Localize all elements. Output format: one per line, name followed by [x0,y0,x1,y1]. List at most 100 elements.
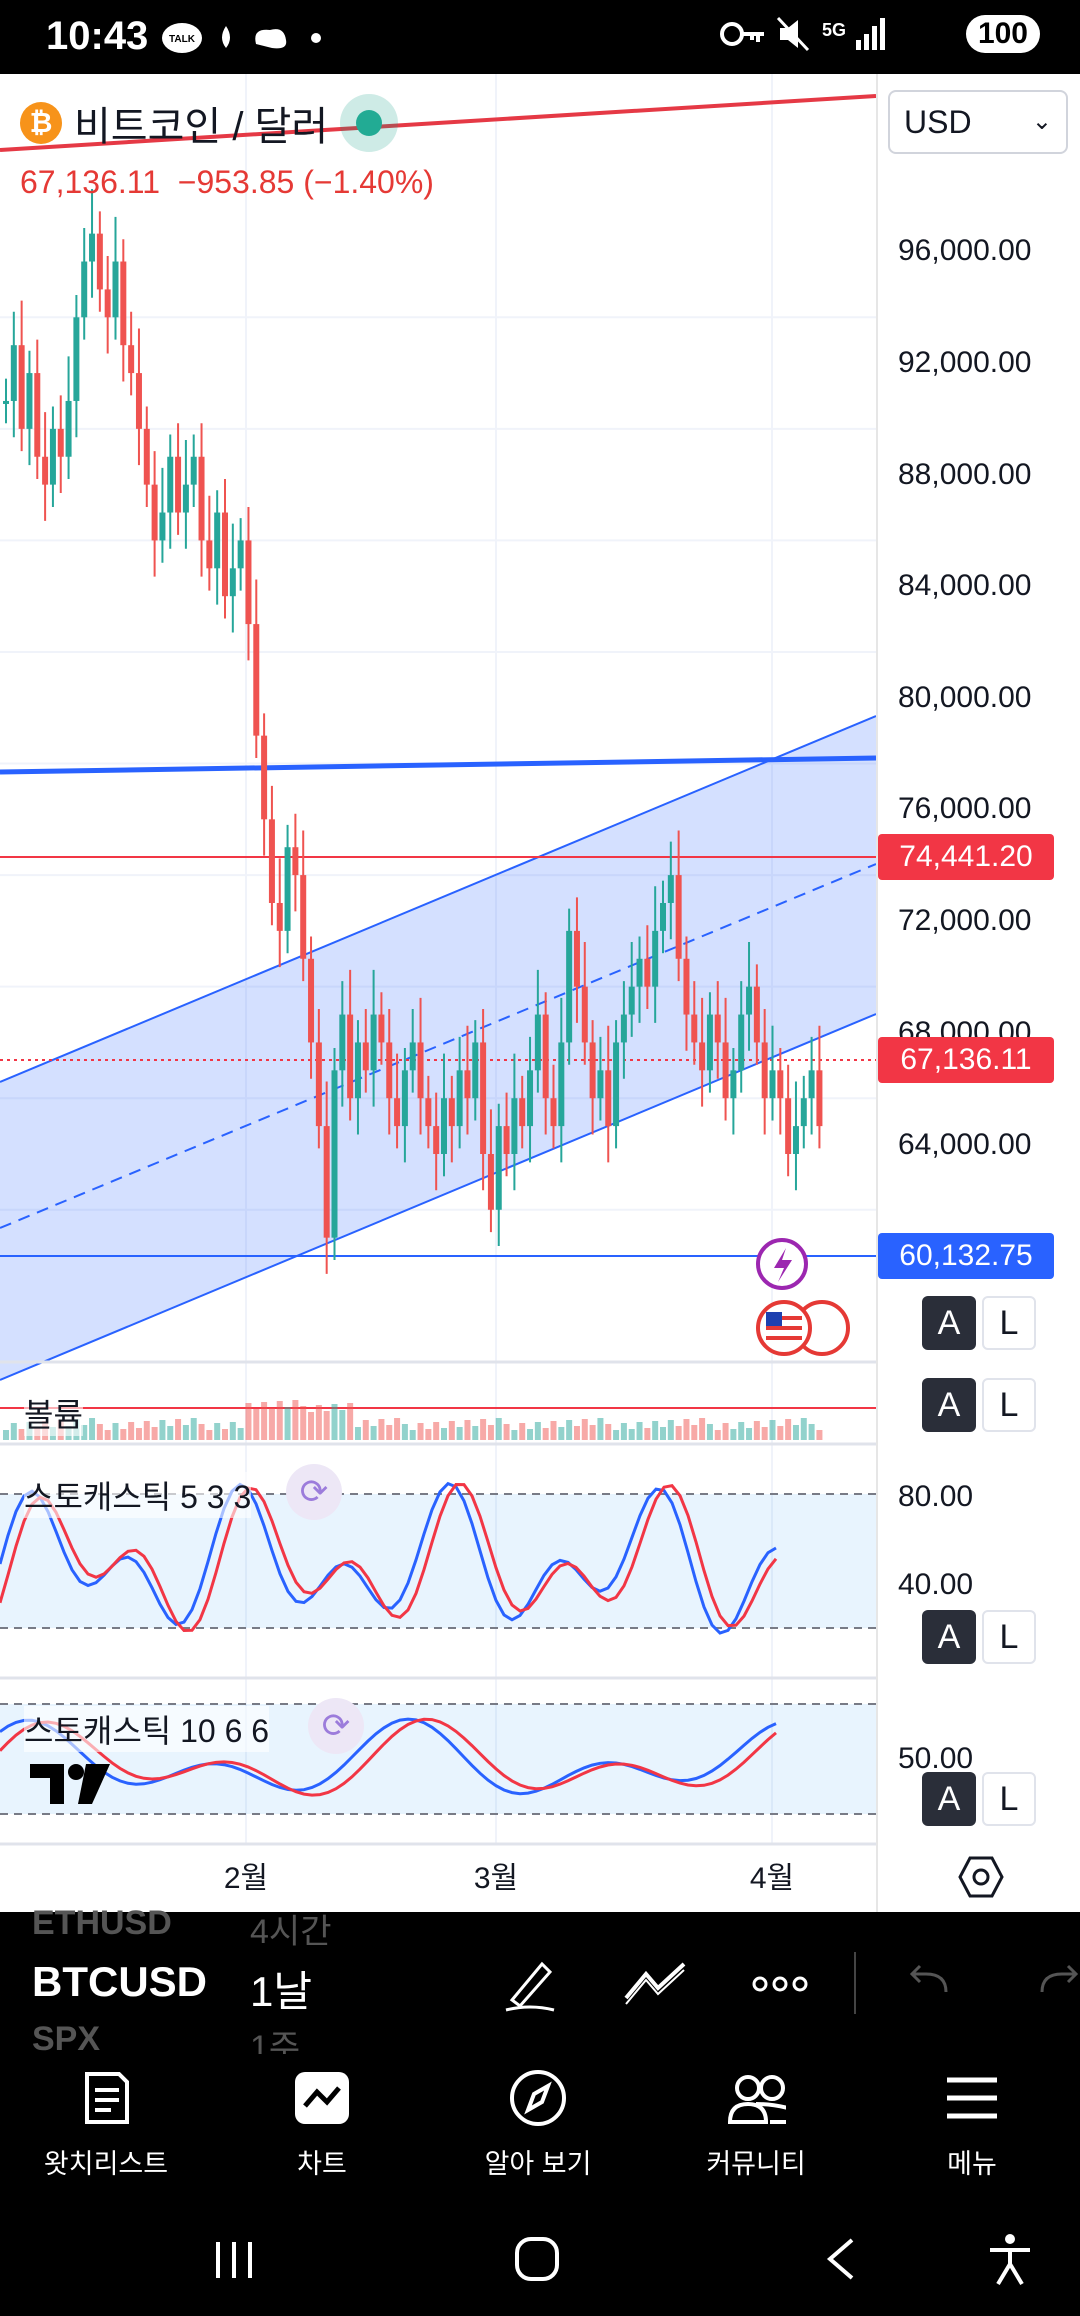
undo-icon[interactable] [906,1962,952,2002]
stoch1-label: 스토캐스틱 5 3 3 [24,1472,252,1518]
candle-body [792,1126,799,1154]
volume-bar [753,1421,760,1440]
volume-bar [581,1419,588,1440]
price-label: 88,000.00 [898,458,1032,491]
currency-select[interactable]: USD ⌄ [888,90,1068,154]
nav-menu[interactable]: 메뉴 [872,2068,1072,2181]
volume-bar [182,1425,189,1440]
timeframe-prev[interactable]: 4시간 [250,1913,332,1951]
lightning-event-icon[interactable] [756,1238,808,1290]
candle-body [613,1042,620,1127]
nav-community[interactable]: 커뮤니티 [656,2068,856,2181]
chart-area[interactable]: 2월 3월 4월 ₿ 비트코인 / 달러 67,136.11 −953.85 (… [0,74,1080,1912]
svg-text:TALK: TALK [169,34,196,45]
timeframe-next[interactable]: 1주 [250,2029,301,2054]
symbol-current[interactable]: BTCUSD [32,1958,207,2006]
symbol-next[interactable]: SPX [32,2020,100,2054]
stoch2-log-button[interactable]: L [982,1772,1036,1826]
channel-top [0,715,876,1083]
system-icons: 5G [719,16,885,52]
stoch1-refresh-icon[interactable]: ⟳ [286,1464,342,1520]
candle-body [253,624,260,736]
time-label-mar: 3월 [474,1862,518,1895]
candle-body [433,1126,440,1154]
log-scale-button[interactable]: L [982,1296,1036,1350]
redo-icon[interactable] [1038,1962,1080,2002]
candle-body [261,735,268,820]
stoch1-log-button[interactable]: L [982,1610,1036,1664]
candle-body [120,261,127,346]
stoch1-auto-button[interactable]: A [922,1610,976,1664]
candle-body [800,1098,807,1127]
quote-line: 67,136.11 −953.85 (−1.40%) [20,164,434,201]
candle-body [534,1014,541,1071]
last-price: 67,136.11 [20,164,160,200]
volume-bar [730,1429,737,1440]
recent-apps-icon[interactable] [212,2240,256,2280]
nav-chart[interactable]: 차트 [222,2068,422,2181]
volume-bar [566,1420,573,1440]
volume-bar [190,1418,197,1440]
volume-auto-button[interactable]: A [922,1378,976,1432]
candle-body [816,1070,823,1127]
accessibility-icon[interactable] [986,2232,1034,2286]
home-icon[interactable] [514,2236,560,2282]
volume-bar [652,1421,659,1440]
candle-body [89,233,96,262]
nav-watchlist[interactable]: 왓치리스트 [6,2068,206,2181]
timeframe-current[interactable]: 1날 [250,1968,312,2015]
volume-bar [143,1421,150,1440]
candle-body [370,1014,377,1071]
price-axis[interactable]: USD ⌄ 96,000.00 92,000.00 88,000.00 84,0… [876,74,1080,1912]
candle-body [808,1070,815,1099]
price-change: −953.85 (−1.40%) [177,164,434,200]
candle-body [527,1070,534,1127]
chart-canvas[interactable]: 2월 3월 4월 [0,74,876,1912]
volume-bar [433,1422,440,1440]
auto-scale-button[interactable]: A [922,1296,976,1350]
volume-bar [3,1430,9,1440]
candle-body [182,484,189,513]
candle-body [73,317,80,401]
svg-text:5G: 5G [822,20,846,40]
volume-log-button[interactable]: L [982,1378,1036,1432]
volume-bar [792,1425,799,1440]
back-icon[interactable] [822,2236,858,2282]
symbol-prev[interactable]: ETHUSD [32,1904,172,1943]
signal-icon [855,18,885,50]
volume-bar [605,1424,612,1440]
candle-body [691,1014,698,1043]
candle-body [300,875,307,959]
brush-icon[interactable] [500,1954,560,2014]
candle-body [347,1014,354,1099]
volume-bar [300,1406,307,1440]
nav-label: 왓치리스트 [43,2149,169,2179]
volume-bar [128,1422,135,1440]
volume-bar [464,1420,471,1440]
candle-body [175,456,182,513]
chart-settings-icon[interactable] [958,1854,1004,1900]
volume-bar [378,1419,385,1440]
candle-body [323,1126,330,1238]
volume-bar [722,1423,729,1440]
stoch2-d-line [0,1717,777,1797]
candle-body [589,1042,596,1099]
resistance-price-tag: 74,441.20 [878,834,1054,880]
menu-icon [942,2068,1002,2128]
stoch2-auto-button[interactable]: A [922,1772,976,1826]
stoch2-refresh-icon[interactable]: ⟳ [308,1698,364,1754]
more-icon[interactable] [752,1972,808,1996]
candle-body [472,1042,479,1099]
candle-body [362,1042,369,1071]
channel-bottom [0,1013,876,1381]
candle-body [96,233,103,290]
symbol-header[interactable]: ₿ 비트코인 / 달러 [20,94,399,152]
us-flag-event-icon[interactable] [756,1300,850,1356]
candle-body [245,540,252,625]
candle-body [753,986,760,1043]
volume-bar [472,1426,479,1440]
trendline-icon[interactable] [622,1958,688,2008]
notification-icons: TALK [162,23,321,53]
nav-explore[interactable]: 알아 보기 [438,2068,638,2181]
candle-body [354,1042,361,1099]
